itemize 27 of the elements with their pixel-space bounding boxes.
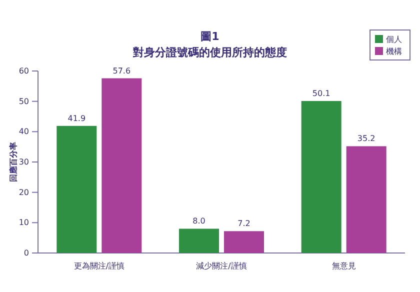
y-tick-label: 30 [18,158,29,167]
y-tick-label: 40 [18,127,29,136]
text: 8.0 [192,216,206,226]
y-axis-title: 回應百分率 [8,142,18,182]
bar [102,78,142,253]
text: 35.2 [357,134,376,144]
x-tick-label: 無意見 [332,262,356,271]
legend-label: 機構 [386,47,402,56]
bar [224,231,264,253]
bar [301,101,342,253]
bar [56,126,97,253]
text: 50.1 [312,89,330,98]
x-tick-label: 更為關注/謹慎 [74,262,125,271]
text: 7.2 [238,219,250,228]
legend-label: 個人 [386,35,402,44]
text: 57.6 [112,66,131,76]
bar [179,228,219,253]
y-tick-label: 10 [18,218,29,228]
y-tick-label: 60 [18,66,29,76]
y-tick-label: 0 [24,248,29,258]
y-tick-label: 50 [18,96,29,106]
bar [346,146,386,253]
chart-subtitle: 對身分證號碼的使用所持的態度 [132,46,287,59]
x-tick-label: 減少關注/謹慎 [196,262,247,271]
y-tick-label: 20 [18,188,29,197]
chart-title: 圖1 [200,30,220,43]
text: 41.9 [68,114,86,123]
